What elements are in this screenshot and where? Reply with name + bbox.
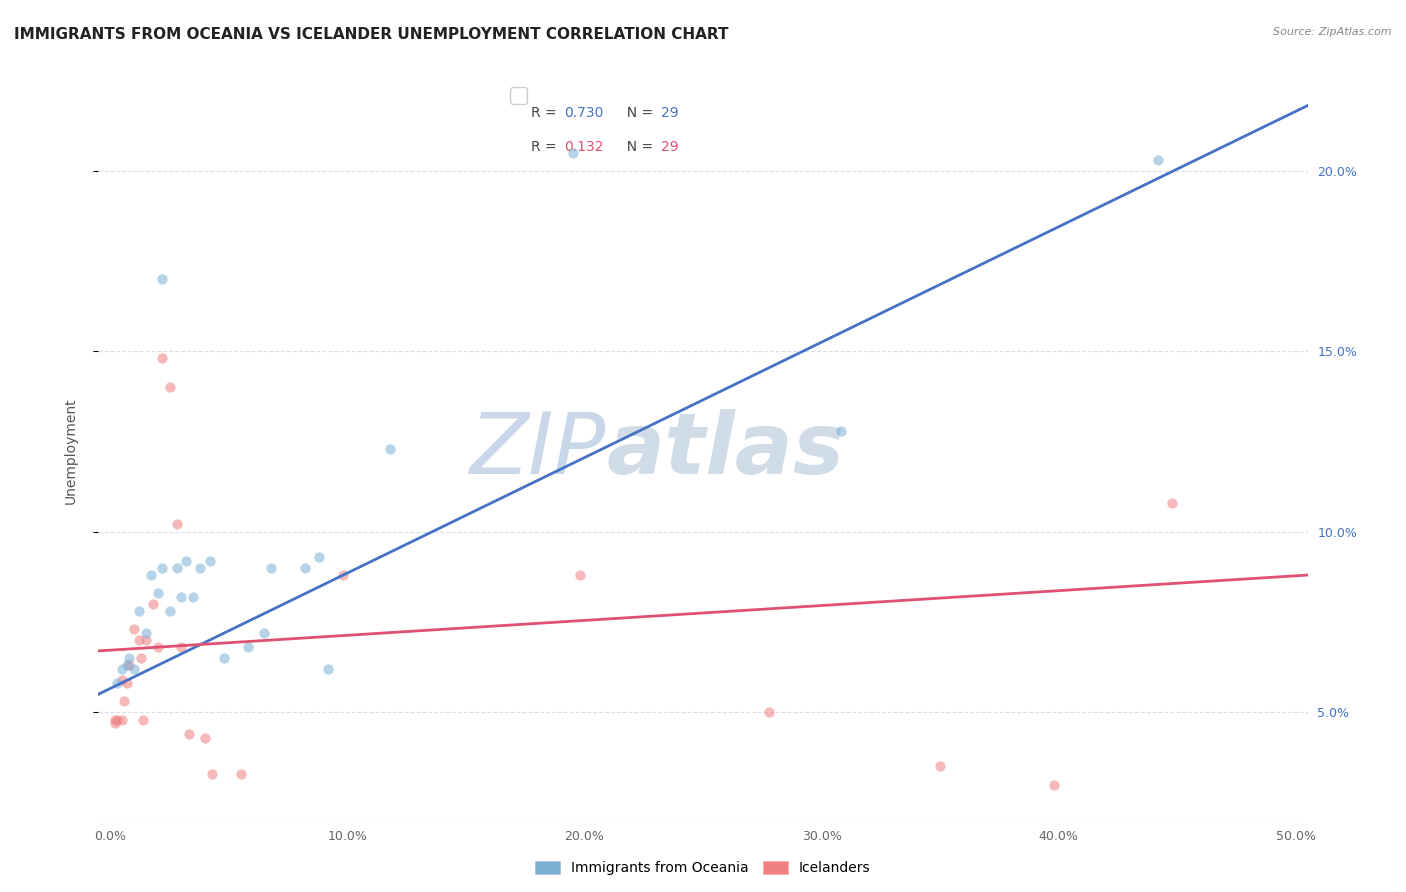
Text: N =: N = <box>619 139 658 153</box>
Legend: Immigrants from Oceania, Icelanders: Immigrants from Oceania, Icelanders <box>530 855 876 880</box>
Legend:  <box>510 87 527 103</box>
Point <box>236 640 259 655</box>
Point <box>929 759 952 773</box>
Point <box>159 604 181 618</box>
Point <box>104 713 127 727</box>
Point <box>118 651 141 665</box>
Point <box>170 590 193 604</box>
Point <box>132 713 155 727</box>
Point <box>115 658 138 673</box>
Point <box>105 676 128 690</box>
Point <box>190 561 212 575</box>
Point <box>198 553 221 567</box>
Text: R =: R = <box>531 139 561 153</box>
Point <box>135 625 157 640</box>
Point <box>114 694 136 708</box>
Point <box>146 586 169 600</box>
Point <box>166 517 188 532</box>
Point <box>830 424 852 438</box>
Point <box>142 597 165 611</box>
Point <box>181 590 204 604</box>
Point <box>201 766 224 780</box>
Text: IMMIGRANTS FROM OCEANIA VS ICELANDER UNEMPLOYMENT CORRELATION CHART: IMMIGRANTS FROM OCEANIA VS ICELANDER UNE… <box>14 27 728 42</box>
Point <box>104 716 127 731</box>
Point <box>1161 496 1184 510</box>
Point <box>105 713 128 727</box>
Point <box>122 662 145 676</box>
Point <box>111 662 134 676</box>
Point <box>332 568 354 582</box>
Point <box>115 676 138 690</box>
Point <box>229 766 252 780</box>
Point <box>159 380 181 394</box>
Point <box>128 633 150 648</box>
Point <box>308 549 330 564</box>
Point <box>129 651 152 665</box>
Point <box>1147 153 1170 167</box>
Point <box>174 553 197 567</box>
Point <box>177 727 200 741</box>
Point <box>135 633 157 648</box>
Text: 0.132: 0.132 <box>564 139 603 153</box>
Text: 0.730: 0.730 <box>564 106 603 120</box>
Point <box>194 731 217 745</box>
Point <box>294 561 316 575</box>
Point <box>1043 778 1066 792</box>
Text: atlas: atlas <box>606 409 845 492</box>
Y-axis label: Unemployment: Unemployment <box>63 397 77 504</box>
Point <box>318 662 340 676</box>
Point <box>139 568 162 582</box>
Text: N =: N = <box>619 106 658 120</box>
Point <box>212 651 235 665</box>
Point <box>166 561 188 575</box>
Point <box>260 561 283 575</box>
Point <box>128 604 150 618</box>
Text: 29: 29 <box>661 106 678 120</box>
Point <box>152 272 174 286</box>
Text: Source: ZipAtlas.com: Source: ZipAtlas.com <box>1274 27 1392 37</box>
Point <box>146 640 169 655</box>
Point <box>118 658 141 673</box>
Text: 29: 29 <box>661 139 678 153</box>
Point <box>111 673 134 687</box>
Text: ZIP: ZIP <box>470 409 606 492</box>
Point <box>758 706 780 720</box>
Point <box>561 145 583 160</box>
Point <box>568 568 591 582</box>
Point <box>122 622 145 636</box>
Point <box>111 713 134 727</box>
Point <box>152 351 174 366</box>
Point <box>253 625 276 640</box>
Point <box>152 561 174 575</box>
Point <box>378 442 401 456</box>
Text: R =: R = <box>531 106 561 120</box>
Point <box>170 640 193 655</box>
